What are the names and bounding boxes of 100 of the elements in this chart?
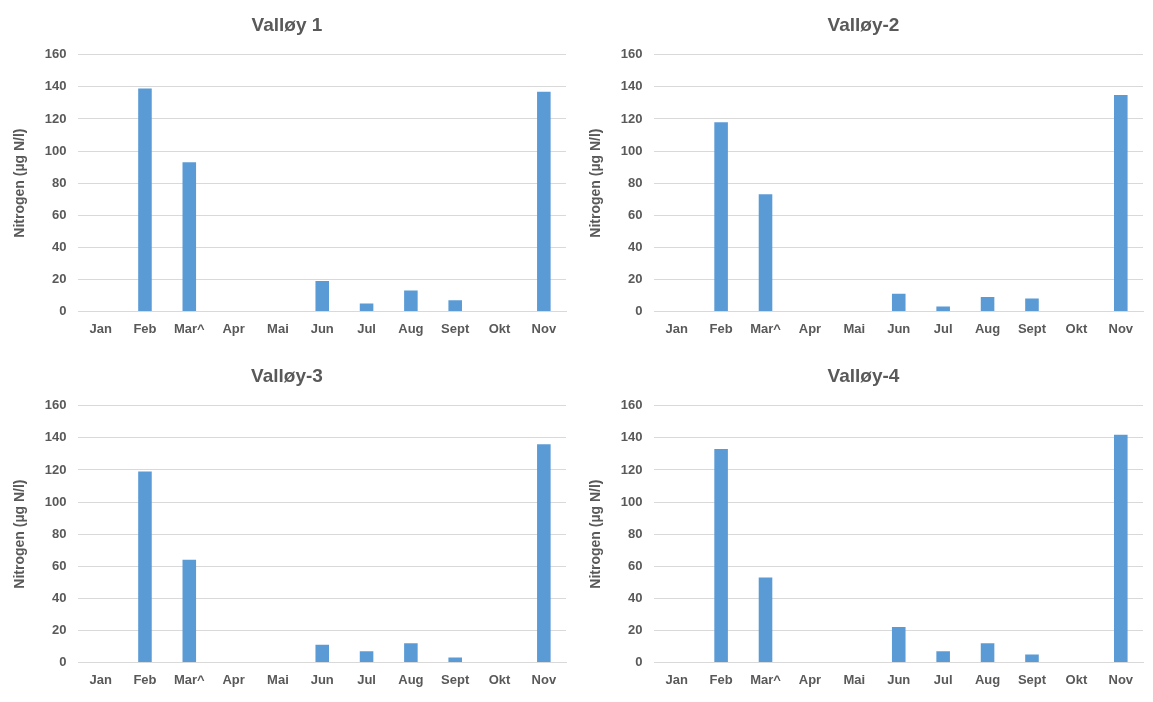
x-tick-label: Nov	[1108, 320, 1134, 336]
y-tick-label: 100	[620, 493, 643, 509]
x-tick-label: Jun	[887, 671, 911, 687]
bar	[891, 627, 906, 662]
x-tick-label: Feb	[709, 671, 733, 687]
x-tick-label: Jun	[310, 320, 334, 336]
x-tick-label: Feb	[133, 320, 157, 336]
x-tick-label: Apr	[222, 671, 245, 687]
y-tick-label: 60	[628, 557, 643, 573]
y-tick-label: 0	[635, 653, 643, 669]
y-tick-label: 0	[59, 302, 67, 318]
x-tick-label: Sept	[1017, 320, 1047, 336]
y-axis-title: Nitrogen (µg N/l)	[587, 479, 604, 589]
bar	[359, 303, 374, 311]
y-tick-label: 60	[628, 206, 643, 222]
x-tick-label: Sept	[441, 671, 470, 687]
bar	[1025, 298, 1039, 311]
bar	[758, 194, 773, 311]
bar	[980, 643, 995, 662]
y-tick-label: 60	[52, 206, 67, 222]
bar	[315, 644, 330, 662]
x-tick-label: Mar^	[750, 320, 782, 336]
bar	[891, 293, 906, 311]
x-tick-label: Jun	[310, 671, 334, 687]
y-tick-label: 140	[44, 78, 67, 94]
y-tick-label: 140	[44, 429, 67, 445]
y-tick-label: 160	[44, 397, 67, 413]
x-tick-label: Jul	[933, 320, 953, 336]
x-tick-label: Feb	[709, 320, 733, 336]
bar	[936, 306, 950, 311]
y-tick-label: 120	[44, 461, 67, 477]
bar	[138, 471, 152, 662]
y-tick-label: 80	[52, 525, 67, 541]
x-tick-label: Jun	[887, 320, 911, 336]
y-tick-label: 120	[44, 110, 67, 126]
y-tick-label: 40	[628, 589, 643, 605]
x-tick-label: Apr	[798, 671, 822, 687]
y-tick-label: 120	[620, 461, 643, 477]
x-tick-label: Sept	[1017, 671, 1047, 687]
y-tick-label: 20	[628, 270, 643, 286]
x-tick-label: Aug	[398, 671, 424, 687]
y-tick-label: 20	[52, 621, 67, 637]
bar	[537, 444, 551, 662]
bar	[758, 577, 773, 662]
y-axis-title: Nitrogen (µg N/l)	[11, 479, 28, 589]
y-axis-title: Nitrogen (µg N/l)	[11, 128, 28, 238]
bar	[936, 651, 950, 662]
bar	[182, 162, 197, 311]
bar	[182, 559, 197, 662]
y-tick-label: 80	[628, 525, 643, 541]
chart-title: Valløy-4	[827, 364, 900, 386]
y-tick-label: 60	[52, 557, 67, 573]
y-tick-label: 160	[620, 397, 643, 413]
x-tick-label: Nov	[1108, 671, 1134, 687]
bar	[980, 296, 995, 311]
bar	[537, 91, 551, 311]
y-tick-label: 160	[620, 46, 643, 62]
chart-title: Valløy 1	[251, 13, 323, 35]
bar	[448, 300, 462, 311]
bar	[404, 290, 418, 311]
bar	[1025, 654, 1039, 662]
x-tick-label: Mai	[267, 671, 289, 687]
x-tick-label: Mai	[843, 320, 866, 336]
x-tick-label: Mar^	[750, 671, 782, 687]
x-tick-label: Jul	[357, 671, 376, 687]
x-tick-label: Apr	[798, 320, 822, 336]
chart-title: Valløy-2	[827, 13, 900, 35]
y-tick-label: 0	[635, 302, 643, 318]
y-tick-label: 140	[620, 78, 643, 94]
y-tick-label: 80	[52, 174, 67, 190]
x-tick-label: Nov	[531, 320, 557, 336]
y-tick-label: 100	[44, 493, 67, 509]
y-tick-label: 40	[628, 238, 643, 254]
y-tick-label: 80	[628, 174, 643, 190]
y-tick-label: 100	[44, 142, 67, 158]
x-tick-label: Jan	[89, 320, 112, 336]
x-tick-label: Mar^	[173, 671, 206, 687]
y-tick-label: 120	[620, 110, 643, 126]
x-tick-label: Jan	[665, 671, 688, 687]
x-tick-label: Jul	[933, 671, 953, 687]
x-tick-label: Okt	[1065, 671, 1088, 687]
x-tick-label: Sept	[441, 320, 470, 336]
y-tick-label: 100	[620, 142, 643, 158]
y-tick-label: 0	[59, 653, 67, 669]
bar	[359, 651, 374, 662]
bar	[138, 88, 152, 311]
bar	[1114, 434, 1128, 662]
x-tick-label: Jul	[357, 320, 376, 336]
x-tick-label: Mai	[843, 671, 866, 687]
x-tick-label: Mar^	[173, 320, 206, 336]
x-tick-label: Okt	[488, 320, 512, 336]
x-tick-label: Okt	[488, 671, 512, 687]
bar	[404, 643, 418, 662]
x-tick-label: Aug	[974, 320, 1001, 336]
bar	[714, 449, 728, 662]
chart-title: Valløy-3	[251, 364, 323, 386]
x-tick-label: Nov	[531, 671, 557, 687]
x-tick-label: Aug	[398, 320, 424, 336]
y-tick-label: 40	[52, 238, 67, 254]
y-axis-title: Nitrogen (µg N/l)	[587, 128, 604, 238]
